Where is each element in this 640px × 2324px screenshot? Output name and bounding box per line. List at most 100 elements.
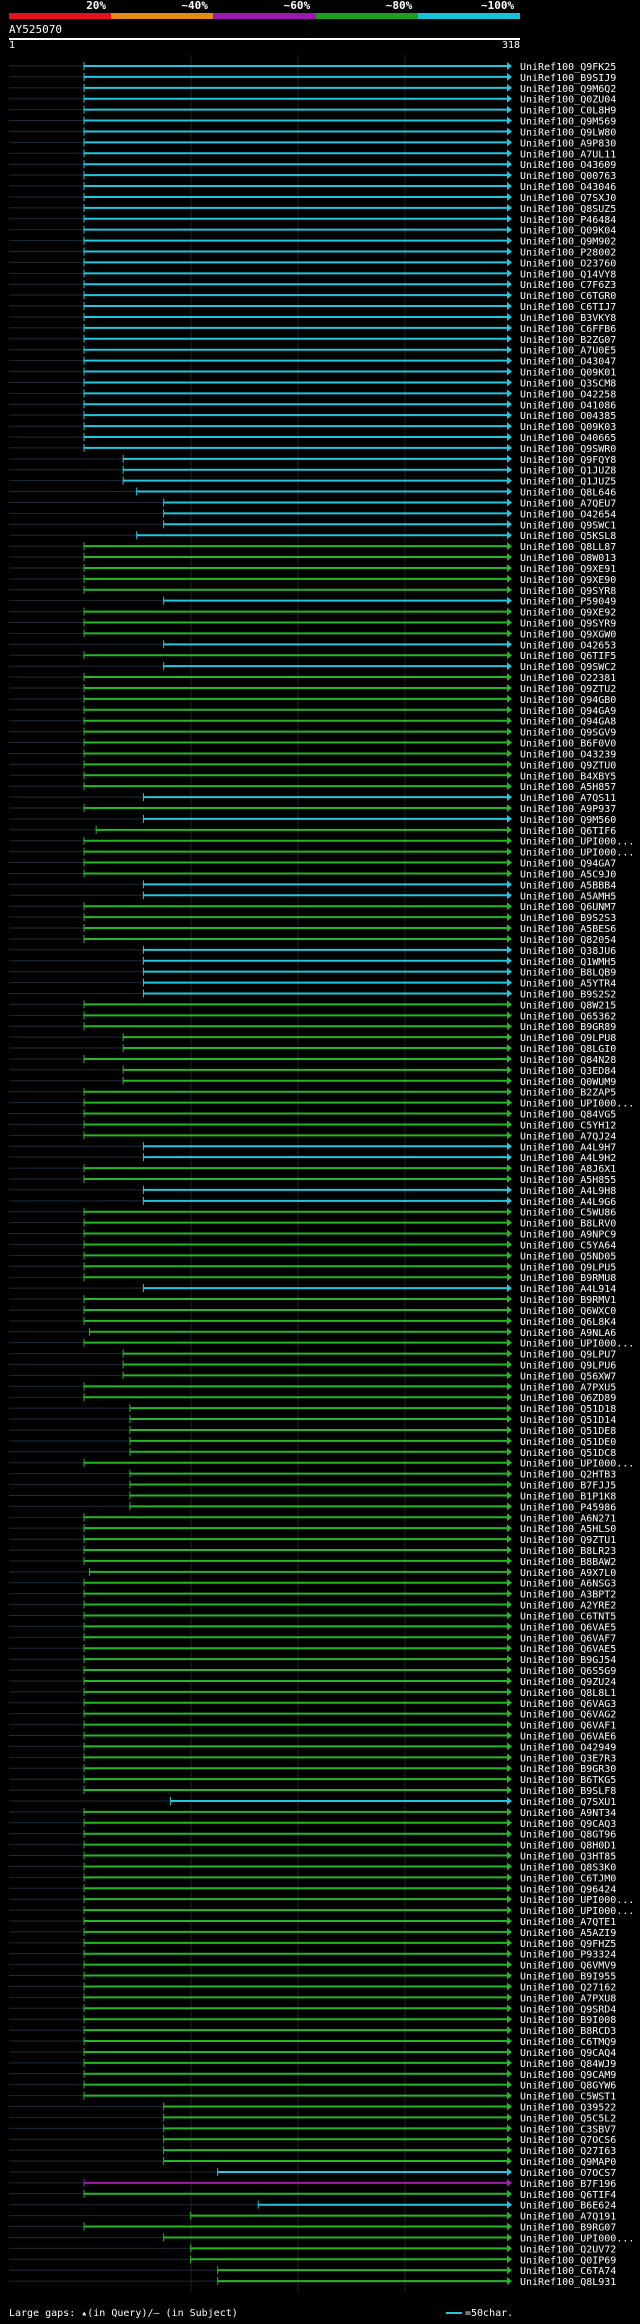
hit-row[interactable]: UniRef100_B9GJ54 xyxy=(9,1655,616,1666)
hit-row[interactable]: UniRef100_Q5KSL8 xyxy=(9,531,616,542)
hit-label[interactable]: UniRef100_Q84VG5 xyxy=(520,1110,616,1121)
hit-row[interactable]: UniRef100_B1P1K8 xyxy=(9,1491,616,1502)
hit-label[interactable]: UniRef100_C6TJM0 xyxy=(520,1873,616,1884)
hit-label[interactable]: UniRef100_A7Q191 xyxy=(520,2212,616,2223)
hit-label[interactable]: UniRef100_Q39522 xyxy=(520,2103,616,2114)
hit-label[interactable]: UniRef100_C6FFB6 xyxy=(520,324,616,335)
hit-row[interactable]: UniRef100_Q9LW80 xyxy=(9,127,616,138)
hit-label[interactable]: UniRef100_A6N271 xyxy=(520,1513,616,1524)
hit-row[interactable]: UniRef100_Q8L646 xyxy=(9,487,616,499)
hit-row[interactable]: UniRef100_B9I008 xyxy=(9,2015,616,2026)
hit-label[interactable]: UniRef100_Q9FQY8 xyxy=(520,455,616,466)
hit-row[interactable]: UniRef100_A5HLS0 xyxy=(9,1524,616,1535)
hit-label[interactable]: UniRef100_Q51DE8 xyxy=(520,1426,616,1437)
hit-row[interactable]: UniRef100_B8BAW2 xyxy=(9,1556,616,1568)
hit-label[interactable]: UniRef100_Q3SCM8 xyxy=(520,378,616,389)
hit-row[interactable]: UniRef100_Q9CAQ3 xyxy=(9,1818,616,1830)
hit-label[interactable]: UniRef100_B8BAW2 xyxy=(520,1557,616,1568)
hit-label[interactable]: UniRef100_B6E624 xyxy=(520,2201,616,2212)
hit-label[interactable]: UniRef100_Q9CAQ4 xyxy=(520,2048,616,2059)
hit-label[interactable]: UniRef100_Q84WJ9 xyxy=(520,2059,616,2070)
hit-row[interactable]: UniRef100_A9X7L0 xyxy=(9,1567,616,1579)
hit-label[interactable]: UniRef100_B9S2S3 xyxy=(520,913,616,924)
hit-row[interactable]: UniRef100_A7UL11 xyxy=(9,149,616,160)
hit-label[interactable]: UniRef100_O43047 xyxy=(520,357,616,368)
hit-row[interactable]: UniRef100_Q9M6Q2 xyxy=(9,83,616,95)
hit-label[interactable]: UniRef100_A9NPC9 xyxy=(520,1230,616,1241)
hit-label[interactable]: UniRef100_Q38JU6 xyxy=(520,946,616,957)
hit-row[interactable]: UniRef100_Q94GA7 xyxy=(9,858,616,870)
hit-label[interactable]: UniRef100_Q5C5L2 xyxy=(520,2113,616,2124)
hit-label[interactable]: UniRef100_Q9SWC2 xyxy=(520,662,616,673)
hit-label[interactable]: UniRef100_P45986 xyxy=(520,1502,616,1513)
hit-row[interactable]: UniRef100_A5YTR4 xyxy=(9,978,616,990)
hit-row[interactable]: UniRef100_B9RMU8 xyxy=(9,1273,616,1284)
hit-label[interactable]: UniRef100_O7OCS7 xyxy=(520,2168,616,2179)
hit-row[interactable]: UniRef100_Q9FK25 xyxy=(9,62,616,73)
hit-label[interactable]: UniRef100_O43239 xyxy=(520,749,616,760)
hit-label[interactable]: UniRef100_Q6VAF7 xyxy=(520,1633,616,1644)
hit-label[interactable]: UniRef100_C3SBV7 xyxy=(520,2124,616,2135)
hit-label[interactable]: UniRef100_Q9ZU24 xyxy=(520,1677,616,1688)
hit-row[interactable]: UniRef100_A9P830 xyxy=(9,138,616,149)
hit-label[interactable]: UniRef100_B2ZAP5 xyxy=(520,1088,616,1099)
hit-row[interactable]: UniRef100_Q8L8L1 xyxy=(9,1687,616,1699)
hit-label[interactable]: UniRef100_Q9M569 xyxy=(520,117,616,128)
hit-row[interactable]: UniRef100_Q1WMH5 xyxy=(9,956,616,968)
hit-label[interactable]: UniRef100_A9P830 xyxy=(520,138,616,149)
hit-row[interactable]: UniRef100_Q3SCM8 xyxy=(9,378,616,389)
hit-row[interactable]: UniRef100_Q6VAF1 xyxy=(9,1720,616,1732)
hit-row[interactable]: UniRef100_Q9SWC2 xyxy=(9,662,616,673)
hit-label[interactable]: UniRef100_O42654 xyxy=(520,509,616,520)
hit-row[interactable]: UniRef100_Q5ND05 xyxy=(9,1251,616,1262)
hit-label[interactable]: UniRef100_C5YH12 xyxy=(520,1120,616,1131)
hit-row[interactable]: UniRef100_Q9SGV9 xyxy=(9,727,616,739)
hit-row[interactable]: UniRef100_Q9M569 xyxy=(9,116,616,128)
hit-label[interactable]: UniRef100_Q9SYR9 xyxy=(520,619,616,630)
hit-row[interactable]: UniRef100_B9RG07 xyxy=(9,2222,616,2234)
hit-label[interactable]: UniRef100_Q6UNM7 xyxy=(520,902,616,913)
hit-label[interactable]: UniRef100_Q9M560 xyxy=(520,815,616,826)
hit-label[interactable]: UniRef100_Q00763 xyxy=(520,171,616,182)
hit-row[interactable]: UniRef100_B9I955 xyxy=(9,1971,616,1983)
hit-row[interactable]: UniRef100_UPI000... xyxy=(9,1458,634,1470)
hit-row[interactable]: UniRef100_Q6L8K4 xyxy=(9,1316,616,1328)
hit-row[interactable]: UniRef100_Q94GB0 xyxy=(9,694,616,706)
hit-row[interactable]: UniRef100_Q1JUZ5 xyxy=(9,476,616,488)
hit-row[interactable]: UniRef100_Q6VAE6 xyxy=(9,1731,616,1743)
hit-label[interactable]: UniRef100_Q9ZTU2 xyxy=(520,684,616,695)
hit-label[interactable]: UniRef100_Q9SGV9 xyxy=(520,728,616,739)
hit-row[interactable]: UniRef100_Q9LPU6 xyxy=(9,1360,616,1372)
hit-label[interactable]: UniRef100_UPI000... xyxy=(520,848,634,859)
hit-label[interactable]: UniRef100_Q9XE91 xyxy=(520,564,616,575)
hit-row[interactable]: UniRef100_B6E624 xyxy=(9,2200,616,2212)
hit-row[interactable]: UniRef100_C6TJM0 xyxy=(9,1873,616,1884)
hit-row[interactable]: UniRef100_Q38JU6 xyxy=(9,945,616,957)
hit-label[interactable]: UniRef100_Q2HTB3 xyxy=(520,1470,616,1481)
hit-row[interactable]: UniRef100_Q9FQY8 xyxy=(9,454,616,466)
hit-label[interactable]: UniRef100_B7FJJ5 xyxy=(520,1481,616,1492)
hit-row[interactable]: UniRef100_Q8SUZ5 xyxy=(9,203,616,215)
hit-row[interactable]: UniRef100_Q39522 xyxy=(9,2102,616,2114)
hit-label[interactable]: UniRef100_A5AZI9 xyxy=(520,1928,616,1939)
hit-label[interactable]: UniRef100_A9NT34 xyxy=(520,1808,616,1819)
hit-row[interactable]: UniRef100_Q6VMV9 xyxy=(9,1960,616,1972)
hit-row[interactable]: UniRef100_Q27I63 xyxy=(9,2146,616,2157)
hit-label[interactable]: UniRef100_B8LQB9 xyxy=(520,968,616,979)
hit-label[interactable]: UniRef100_B9SIJ9 xyxy=(520,73,616,84)
hit-row[interactable]: UniRef100_B9S2S3 xyxy=(9,913,616,924)
hit-label[interactable]: UniRef100_B8RCD3 xyxy=(520,2026,616,2037)
hit-label[interactable]: UniRef100_A4L914 xyxy=(520,1284,616,1295)
hit-row[interactable]: UniRef100_A5AMH5 xyxy=(9,891,616,902)
hit-row[interactable]: UniRef100_B3VKY8 xyxy=(9,312,616,324)
hit-row[interactable]: UniRef100_Q9XE92 xyxy=(9,607,616,619)
hit-label[interactable]: UniRef100_C0L8H9 xyxy=(520,106,616,117)
hit-row[interactable]: UniRef100_Q6WXC0 xyxy=(9,1305,616,1317)
hit-row[interactable]: UniRef100_C7F6Z3 xyxy=(9,280,616,291)
hit-label[interactable]: UniRef100_C6TMQ9 xyxy=(520,2037,616,2048)
hit-label[interactable]: UniRef100_A4L9H7 xyxy=(520,1142,616,1153)
hit-label[interactable]: UniRef100_Q7OCS6 xyxy=(520,2135,616,2146)
hit-label[interactable]: UniRef100_Q6WXC0 xyxy=(520,1306,616,1317)
hit-row[interactable]: UniRef100_A5BES6 xyxy=(9,924,616,935)
hit-label[interactable]: UniRef100_Q96424 xyxy=(520,1884,616,1895)
